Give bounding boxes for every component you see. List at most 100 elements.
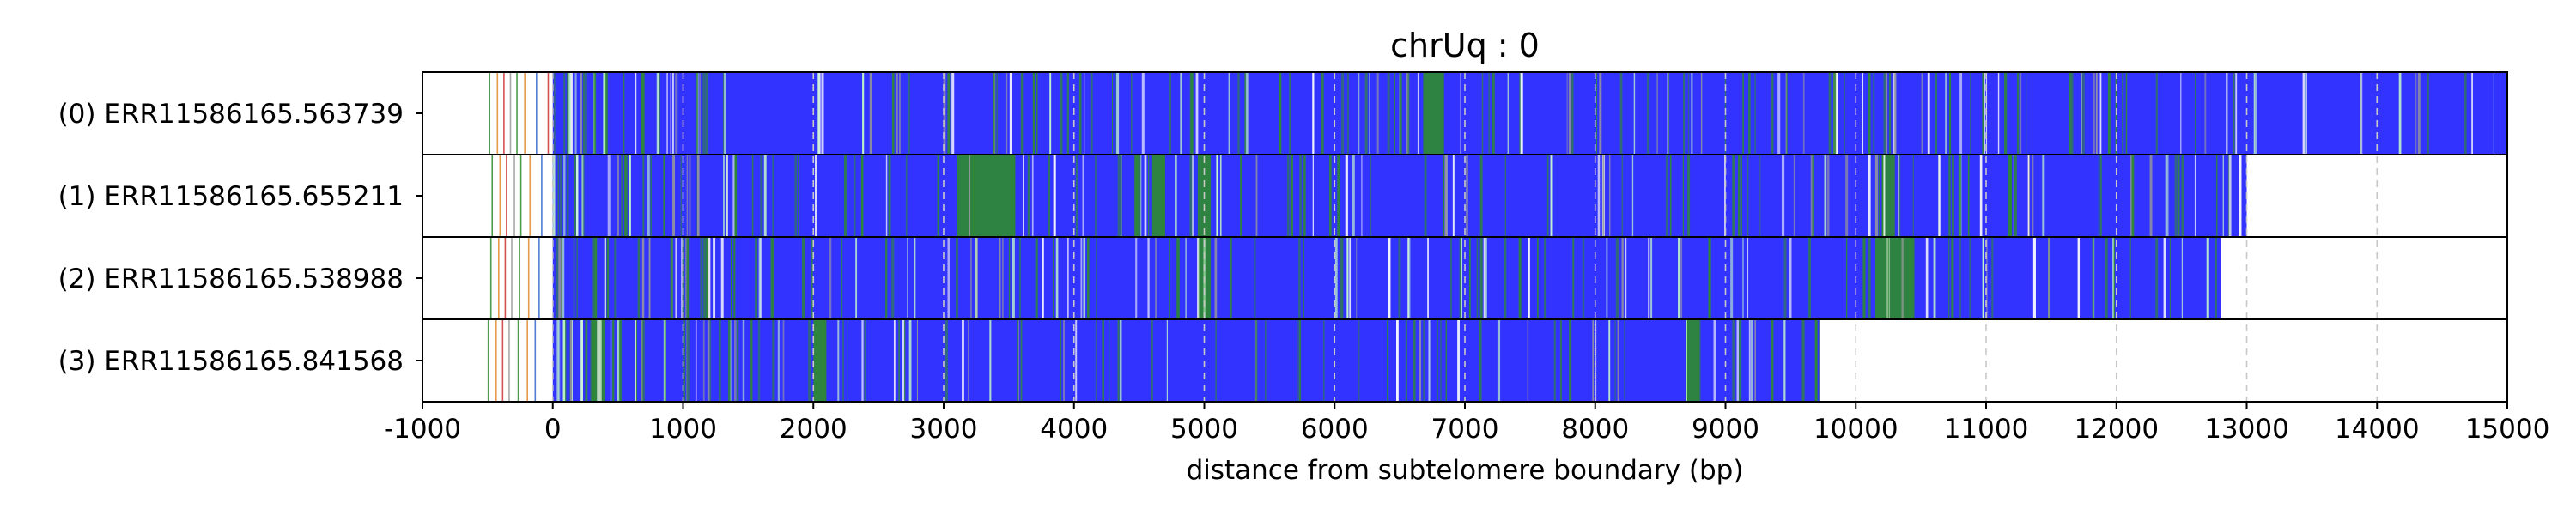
variant-stripe [1175, 154, 1177, 237]
variant-stripe [685, 237, 688, 319]
variant-stripe [1559, 319, 1562, 402]
variant-stripe [607, 154, 611, 237]
variant-stripe [2130, 154, 2133, 237]
variant-stripe [947, 237, 950, 319]
variant-stripe [705, 72, 708, 154]
variant-stripe [1566, 72, 1568, 154]
variant-stripe [708, 237, 711, 319]
variant-stripe [1631, 154, 1634, 237]
variant-stripe [1754, 319, 1756, 402]
variant-stripe [1279, 72, 1282, 154]
variant-stripe [1370, 154, 1372, 237]
variant-stripe [1445, 319, 1448, 402]
x-tick-label: 11000 [1944, 414, 2029, 445]
x-tick-label: 12000 [2074, 414, 2159, 445]
variant-stripe [999, 237, 1001, 319]
variant-stripe [760, 154, 763, 237]
variant-stripe [763, 154, 767, 237]
variant-stripe [1067, 237, 1069, 319]
read-rows [487, 72, 2507, 402]
variant-stripe [1053, 154, 1056, 237]
variant-stripe [1031, 154, 1034, 237]
variant-stripe [1419, 319, 1422, 402]
variant-stripe [1450, 237, 1452, 319]
variant-stripe [2099, 154, 2102, 237]
variant-stripe [723, 154, 725, 237]
variant-stripe [1862, 237, 1866, 319]
pre-boundary-mark [489, 237, 492, 319]
variant-stripe [2195, 72, 2196, 154]
variant-stripe [1550, 154, 1553, 237]
variant-stripe [1680, 237, 1683, 319]
variant-stripe [1452, 154, 1455, 237]
x-tick-label: 5000 [1170, 414, 1238, 445]
variant-stripe [1617, 319, 1619, 402]
variant-stripe [1546, 154, 1549, 237]
variant-stripe [905, 154, 908, 237]
variant-stripe [1352, 154, 1355, 237]
variant-stripe [1909, 237, 1912, 319]
variant-stripe [1730, 237, 1734, 319]
variant-stripe [1346, 72, 1349, 154]
variant-stripe [1216, 154, 1218, 237]
variant-stripe [1748, 319, 1751, 402]
variant-stripe [574, 154, 576, 237]
variant-stripe [647, 154, 650, 237]
variant-stripe [675, 237, 677, 319]
variant-stripe [1140, 154, 1142, 237]
x-tick-label: 14000 [2335, 414, 2420, 445]
variant-stripe [2254, 72, 2257, 154]
pre-boundary-mark [504, 237, 507, 319]
variant-stripe [2215, 237, 2217, 319]
variant-stripe [1254, 237, 1256, 319]
pre-boundary-mark [487, 319, 489, 402]
variant-stripe [2093, 72, 2095, 154]
variant-stripe [1468, 237, 1471, 319]
pre-boundary-mark [527, 237, 530, 319]
variant-stripe [2415, 72, 2417, 154]
variant-stripe [1286, 154, 1290, 237]
variant-stripe [855, 237, 858, 319]
variant-stripe [1982, 237, 1984, 319]
variant-stripe [842, 319, 844, 402]
pre-boundary-mark [499, 154, 501, 237]
variant-stripe [2417, 72, 2421, 154]
variant-stripe [1597, 154, 1601, 237]
variant-stripe [1732, 154, 1735, 237]
variant-stripe [822, 319, 824, 402]
variant-stripe [635, 72, 637, 154]
variant-stripe [2107, 72, 2111, 154]
variant-stripe [1334, 237, 1338, 319]
variant-stripe [2400, 72, 2402, 154]
pre-boundary-mark [536, 72, 538, 154]
variant-stripe [1020, 72, 1024, 154]
variant-stripe [815, 154, 817, 237]
variant-stripe [972, 154, 975, 237]
variant-stripe [1298, 319, 1302, 402]
variant-stripe [1048, 154, 1050, 237]
variant-stripe [1708, 237, 1710, 319]
variant-stripe [1444, 154, 1448, 237]
variant-stripe [666, 72, 668, 154]
pre-boundary-mark [513, 154, 515, 237]
variant-stripe [686, 154, 689, 237]
x-tick-label: 3000 [910, 414, 978, 445]
pre-boundary-mark [495, 319, 497, 402]
pre-boundary-mark [516, 72, 518, 154]
variant-stripe [1018, 237, 1021, 319]
variant-stripe [821, 72, 824, 154]
variant-stripe [1066, 72, 1069, 154]
variant-stripe [2165, 154, 2168, 237]
variant-stripe [907, 72, 910, 154]
variant-stripe [689, 154, 691, 237]
variant-stripe [1862, 72, 1864, 154]
pre-boundary-mark [508, 319, 510, 402]
variant-stripe [2009, 154, 2011, 237]
variant-stripe [1155, 237, 1157, 319]
variant-stripe [798, 154, 799, 237]
variant-stripe [730, 237, 732, 319]
variant-stripe [757, 319, 761, 402]
variant-stripe [2069, 72, 2072, 154]
variant-stripe [1131, 72, 1133, 154]
variant-stripe [1771, 72, 1774, 154]
